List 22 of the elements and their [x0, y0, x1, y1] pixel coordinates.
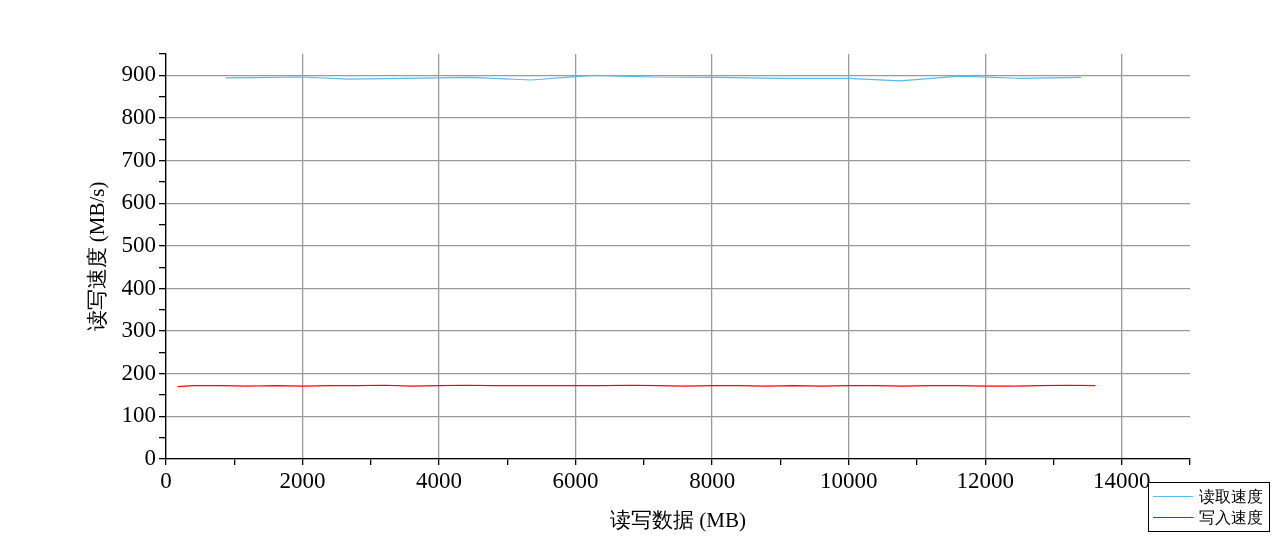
- y-tick-label: 500: [121, 231, 156, 257]
- y-tick-label: 200: [121, 359, 156, 385]
- legend-label: 读取速度: [1199, 487, 1263, 507]
- x-tick-label: 10000: [819, 467, 878, 493]
- x-tick-label: 4000: [416, 467, 463, 493]
- x-tick-label: 12000: [956, 467, 1014, 493]
- y-tick-label: 0: [144, 445, 156, 471]
- y-tick-label: 700: [121, 146, 156, 172]
- x-tick-label: 6000: [552, 467, 599, 493]
- x-tick-label: 8000: [689, 467, 736, 493]
- x-axis-title: 读写数据 (MB): [610, 507, 746, 532]
- y-tick-label: 600: [121, 189, 156, 215]
- y-tick-label: 100: [121, 402, 156, 428]
- x-tick-label: 14000: [1092, 467, 1151, 493]
- y-tick-label: 800: [121, 103, 156, 129]
- legend-label: 写入速度: [1199, 508, 1263, 528]
- x-tick-label: 0: [160, 467, 172, 493]
- y-tick-label: 900: [121, 61, 156, 87]
- y-axis-title: 读写速度 (MB/s): [85, 181, 110, 332]
- y-tick-label: 400: [121, 274, 156, 300]
- y-tick-label: 300: [121, 317, 156, 343]
- x-tick-label: 2000: [279, 467, 326, 493]
